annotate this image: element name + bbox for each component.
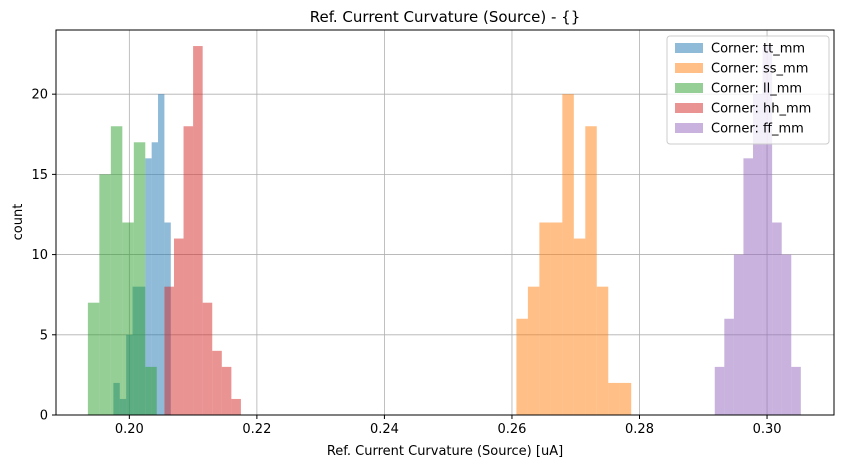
- y-tick-label: 20: [31, 88, 48, 103]
- histogram-bar: [562, 94, 574, 416]
- series-4: [714, 46, 801, 416]
- histogram-bar: [145, 158, 152, 416]
- legend-label: Corner: tt_mm: [711, 42, 805, 57]
- histogram-bar: [596, 286, 609, 415]
- histogram-bar: [133, 142, 146, 415]
- histogram-bar: [743, 158, 754, 416]
- histogram-bar: [99, 174, 111, 415]
- histogram-bar: [231, 398, 241, 415]
- histogram-bar: [158, 94, 165, 416]
- x-tick-label: 0.30: [753, 422, 782, 437]
- series-2: [87, 126, 157, 415]
- histogram-bar: [122, 222, 134, 415]
- x-tick-label: 0.24: [370, 422, 399, 437]
- histogram-bar: [110, 126, 123, 415]
- histogram-bar: [733, 254, 744, 415]
- y-tick-label: 15: [31, 168, 48, 183]
- chart-title: Ref. Current Curvature (Source) - {}: [310, 8, 581, 26]
- legend-swatch: [675, 43, 703, 53]
- histogram-bar: [585, 126, 597, 415]
- histogram-bar: [173, 238, 184, 415]
- histogram-bar: [550, 222, 563, 415]
- histogram-bar: [762, 46, 773, 416]
- x-axis-ticks: 0.20 0.22 0.24 0.26 0.28 0.30: [115, 415, 782, 437]
- x-tick-label: 0.20: [115, 422, 144, 437]
- legend-box: [666, 35, 830, 145]
- y-axis-label: count: [11, 204, 26, 241]
- histogram-bar: [516, 318, 528, 415]
- legend-label: Corner: ss_mm: [711, 62, 808, 77]
- histogram-bar: [791, 366, 801, 415]
- legend: Corner: tt_mm Corner: ss_mm Corner: ll_mm C…: [666, 35, 830, 145]
- histogram-bar: [87, 302, 100, 415]
- y-tick-label: 0: [40, 409, 48, 424]
- y-tick-label: 10: [31, 248, 48, 263]
- histogram-bar: [573, 238, 586, 415]
- legend-label: Corner: ff_mm: [711, 122, 804, 137]
- histogram-bar: [202, 302, 213, 415]
- histogram-bar: [183, 126, 194, 415]
- legend-label: Corner: ll_mm: [711, 82, 802, 97]
- histogram-bar: [724, 318, 734, 415]
- x-tick-label: 0.26: [497, 422, 526, 437]
- histogram-bar: [753, 94, 763, 416]
- histogram-bar: [145, 366, 157, 415]
- legend-swatch: [675, 63, 703, 73]
- x-axis-label: Ref. Current Curvature (Source) [uA]: [327, 444, 563, 459]
- legend-swatch: [675, 123, 703, 133]
- histogram-bar: [539, 222, 551, 415]
- histogram-bar: [193, 46, 203, 416]
- y-axis-ticks: 0 5 10 15 20: [31, 88, 56, 424]
- histogram-bar: [221, 366, 232, 415]
- legend-swatch: [675, 103, 703, 113]
- histogram-bar: [781, 254, 792, 415]
- plot-frame: [55, 29, 835, 416]
- legend-label: Corner: hh_mm: [711, 102, 811, 117]
- histogram-bar: [608, 382, 620, 415]
- series-1: [516, 94, 632, 416]
- y-tick-label: 5: [40, 328, 48, 343]
- histogram-bars: [87, 46, 801, 416]
- histogram-bar: [212, 350, 222, 415]
- histogram-bar: [527, 286, 540, 415]
- series-3: [164, 46, 241, 416]
- x-tick-label: 0.22: [242, 422, 271, 437]
- x-tick-label: 0.28: [625, 422, 654, 437]
- histogram-bar: [714, 366, 725, 415]
- histogram-bar: [164, 286, 174, 415]
- histogram-bar: [151, 142, 159, 415]
- histogram-bar: [772, 222, 782, 415]
- histogram-bar: [619, 382, 632, 415]
- legend-swatch: [675, 83, 703, 93]
